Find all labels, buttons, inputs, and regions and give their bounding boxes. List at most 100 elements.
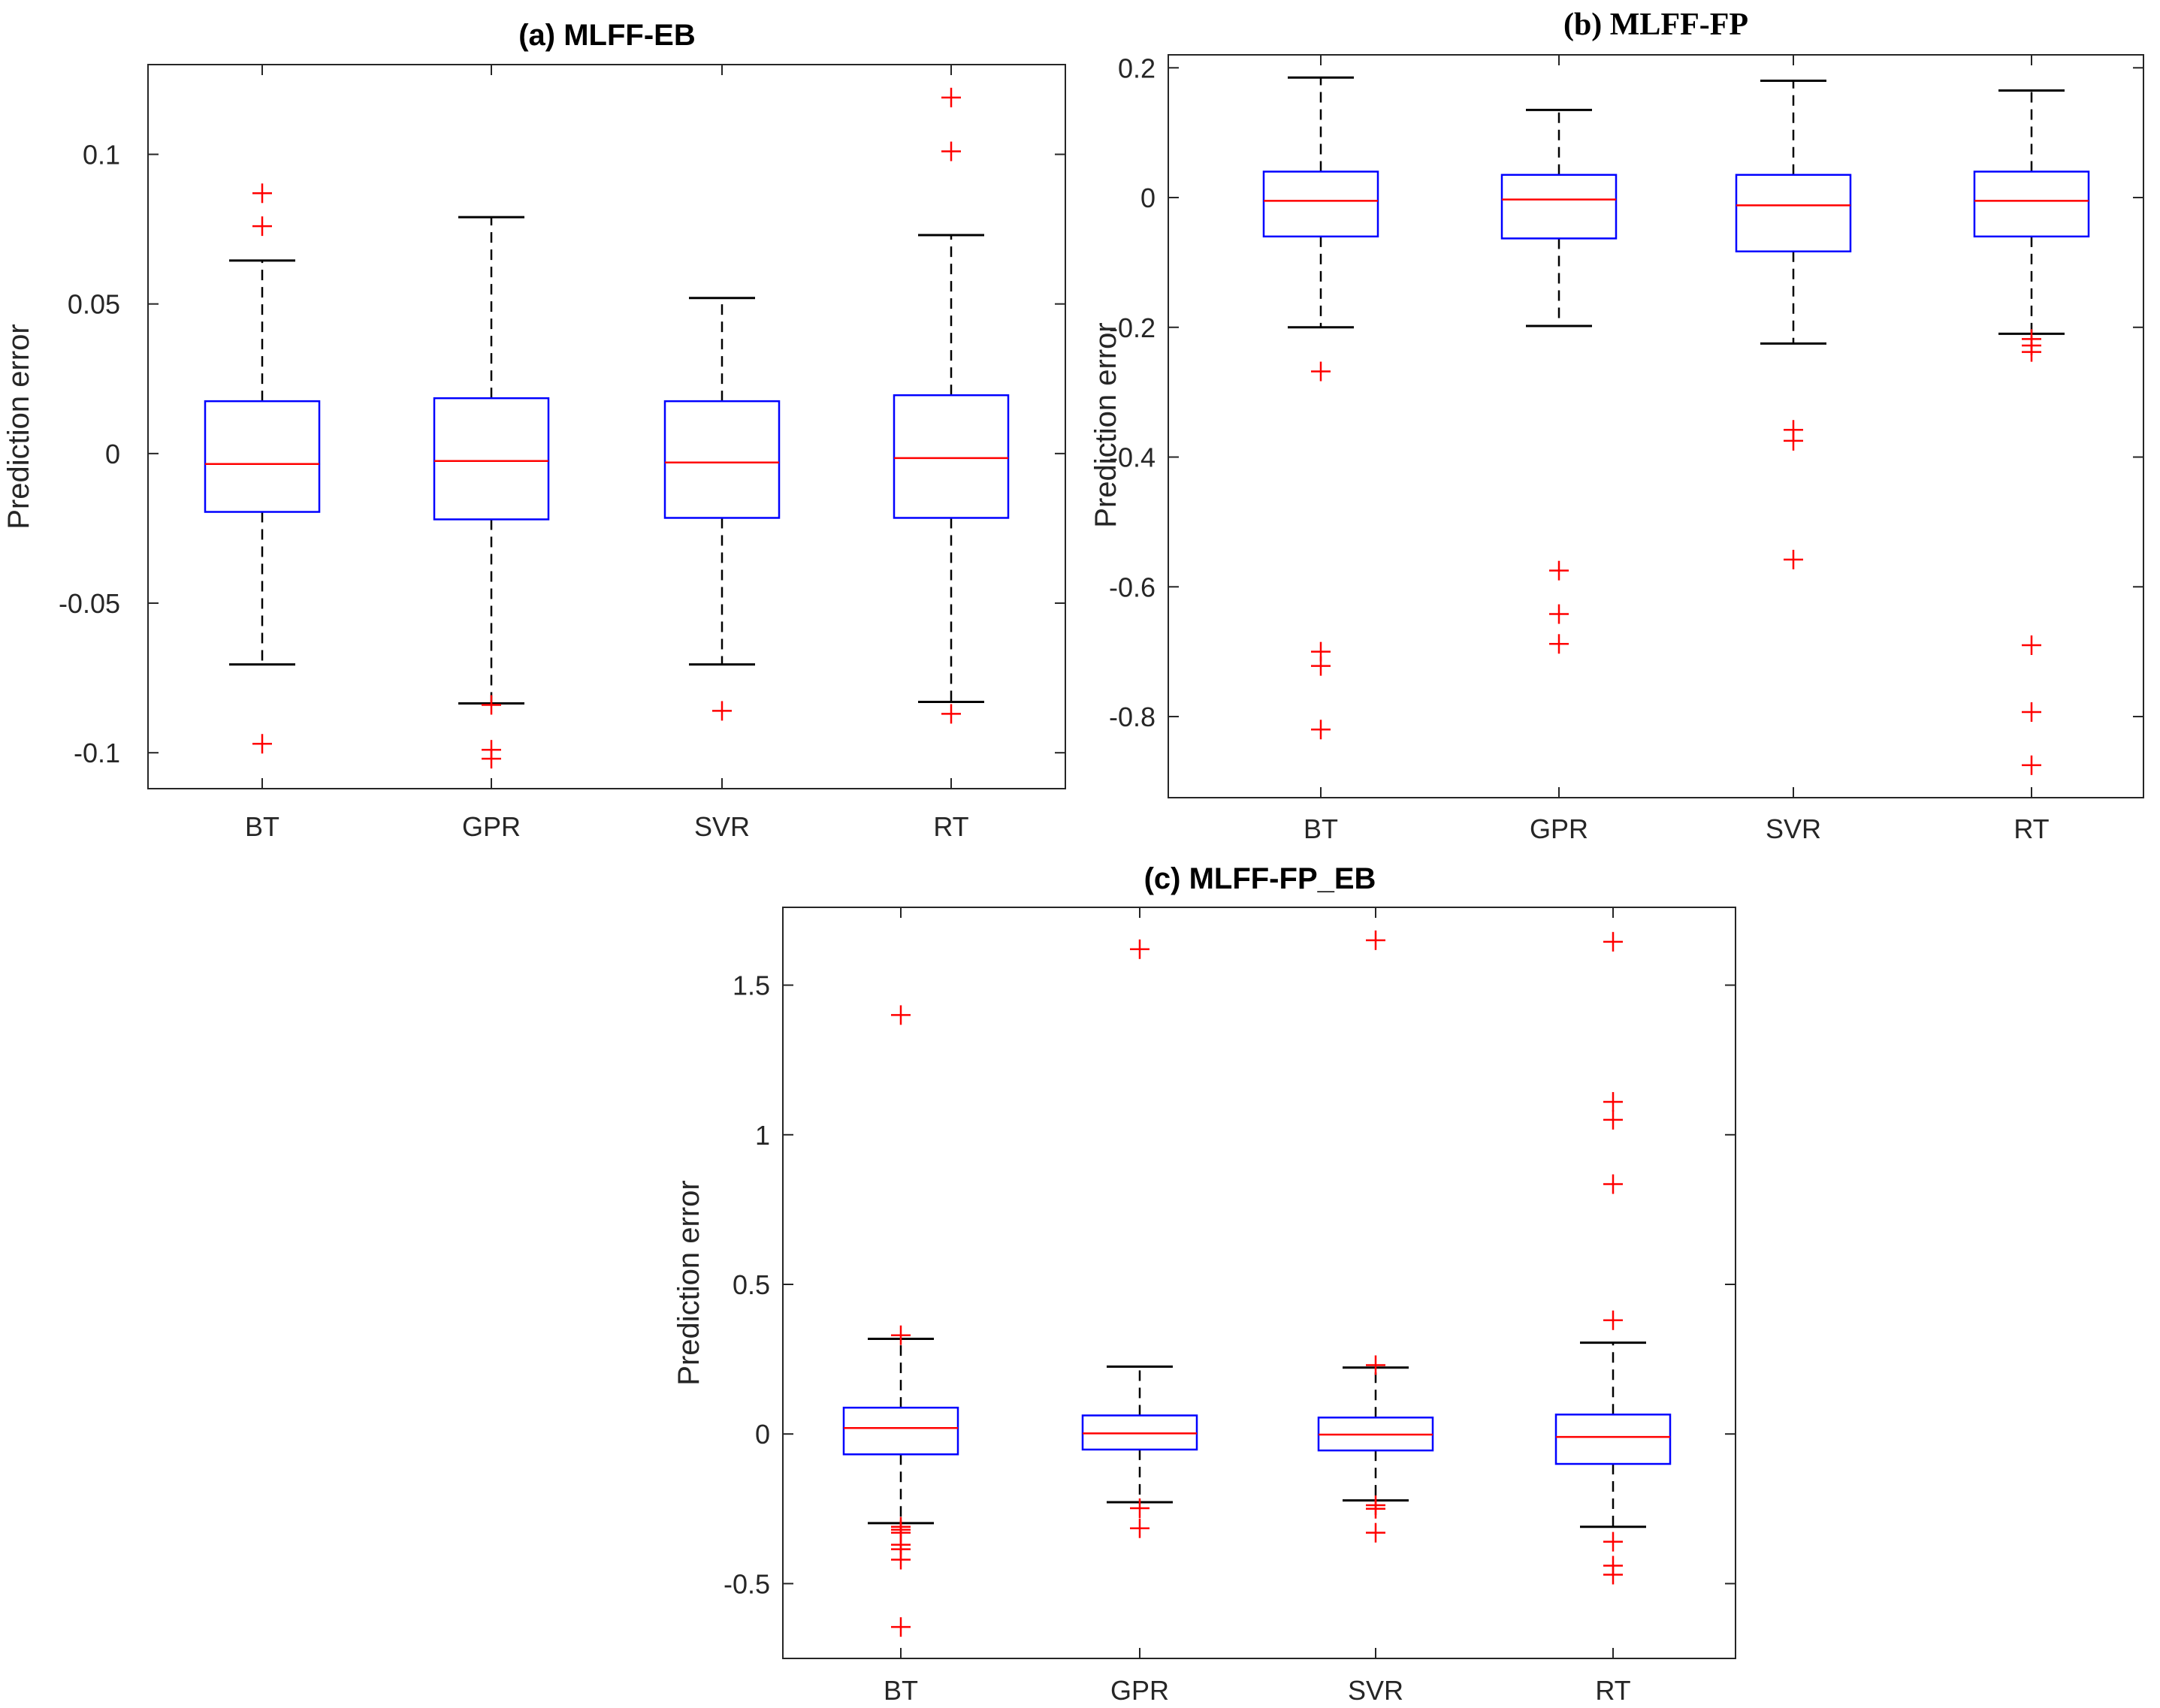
outlier-marker (252, 183, 272, 204)
x-tick-label: GPR (462, 811, 521, 842)
y-tick-label: -0.4 (1109, 442, 1156, 473)
box-bt (842, 1005, 959, 1637)
box-bt (1262, 76, 1379, 740)
x-tick-label: BT (245, 811, 279, 842)
chart-title: (c) MLFF-FP_EB (1144, 862, 1376, 895)
x-tick-label: BT (1304, 813, 1338, 844)
outlier-marker (1603, 1531, 1623, 1552)
outlier-marker (2022, 755, 2041, 775)
interquartile-box (433, 397, 550, 521)
interquartile-box (204, 400, 321, 513)
y-tick-label: 0 (105, 439, 120, 469)
outlier-marker (941, 141, 961, 161)
x-tick-label: SVR (1766, 813, 1821, 844)
y-tick-label: -0.5 (724, 1568, 770, 1599)
outlier-marker (891, 1325, 911, 1345)
box-gpr (1081, 939, 1198, 1538)
outlier-marker (1311, 656, 1331, 676)
x-tick-label: GPR (1530, 813, 1588, 844)
outlier-marker (1603, 1310, 1623, 1330)
outlier-marker (891, 1005, 911, 1025)
box-svr (663, 297, 781, 721)
interquartile-box (1500, 174, 1618, 240)
y-tick-label: 0.1 (83, 140, 120, 170)
chart-title: (a) MLFF-EB (518, 19, 696, 52)
x-tick-label: RT (933, 811, 968, 842)
y-axis-label: Prediction error (1089, 322, 1122, 527)
chart-title: (b) MLFF-FP (1563, 8, 1748, 42)
interquartile-box (663, 400, 781, 519)
outlier-marker (1366, 1355, 1385, 1375)
y-tick-label: 0 (755, 1419, 770, 1450)
outlier-marker (1311, 361, 1331, 382)
outlier-marker (2022, 635, 2041, 656)
outlier-marker (2022, 702, 2041, 722)
outlier-marker (1603, 1174, 1623, 1194)
outlier-marker (1366, 930, 1385, 950)
x-tick-label: RT (2013, 813, 2049, 844)
outlier-marker (1130, 939, 1149, 959)
interquartile-box (1554, 1414, 1672, 1465)
outlier-marker (891, 1550, 911, 1570)
outlier-marker (941, 87, 961, 107)
interquartile-box (893, 394, 1010, 519)
plot-frame (782, 907, 1736, 1659)
box-rt (1554, 931, 1672, 1585)
outlier-marker (482, 749, 501, 769)
boxplot-panel: (a) MLFF-EB Prediction error -0.1 -0.05 0 0.0… (2, 19, 1066, 842)
y-tick-label: -0.8 (1109, 702, 1156, 732)
outlier-marker (252, 734, 272, 754)
box-svr (1735, 80, 1852, 570)
x-tick-label: GPR (1110, 1675, 1169, 1706)
box-rt (893, 87, 1010, 724)
outlier-marker (1549, 634, 1569, 654)
boxplot-panel: (c) MLFF-FP_EB Prediction error -0.5 0 0.5 1 1… (672, 862, 1736, 1706)
y-tick-label: 0.05 (68, 289, 120, 320)
outlier-marker (1603, 931, 1623, 952)
box-svr (1317, 930, 1434, 1543)
outlier-marker (2022, 342, 2041, 362)
outlier-marker (1366, 1498, 1385, 1519)
plot-frame (147, 64, 1066, 789)
plot-frame (1168, 54, 2144, 798)
outlier-marker (252, 216, 272, 237)
y-tick-label: 1.5 (733, 970, 770, 1001)
boxplot-panel: (b) MLFF-FP Prediction error -0.8 -0.6 -0.4 -… (1089, 8, 2144, 844)
y-tick-label: 0.2 (1118, 53, 1156, 83)
outlier-marker (1603, 1565, 1623, 1585)
x-tick-label: BT (884, 1675, 918, 1706)
interquartile-box (842, 1406, 959, 1456)
outlier-marker (1784, 430, 1803, 451)
outlier-marker (1549, 604, 1569, 624)
outlier-marker (482, 695, 501, 715)
interquartile-box (1262, 170, 1379, 238)
outlier-marker (712, 701, 732, 721)
x-tick-label: SVR (694, 811, 750, 842)
box-gpr (1500, 108, 1618, 654)
x-tick-label: RT (1595, 1675, 1630, 1706)
outlier-marker (1130, 1518, 1149, 1538)
y-axis-label: Prediction error (2, 324, 35, 529)
outlier-marker (941, 704, 961, 724)
y-tick-label: -0.1 (74, 738, 120, 768)
box-gpr (433, 216, 550, 769)
y-tick-label: -0.6 (1109, 572, 1156, 602)
outlier-marker (1311, 720, 1331, 740)
y-tick-label: 0.5 (733, 1269, 770, 1300)
interquartile-box (1735, 174, 1852, 252)
outlier-marker (1603, 1109, 1623, 1130)
y-axis-label: Prediction error (672, 1180, 705, 1385)
y-tick-label: -0.05 (59, 588, 120, 619)
outlier-marker (1130, 1498, 1149, 1518)
interquartile-box (1973, 170, 2090, 238)
outlier-marker (1784, 550, 1803, 570)
y-tick-label: -0.2 (1109, 312, 1156, 343)
outlier-marker (1549, 560, 1569, 581)
outlier-marker (1366, 1522, 1385, 1543)
y-tick-label: 0 (1140, 183, 1156, 213)
y-tick-label: 1 (755, 1120, 770, 1151)
outlier-marker (1603, 1091, 1623, 1112)
x-tick-label: SVR (1348, 1675, 1403, 1706)
box-bt (204, 183, 321, 754)
